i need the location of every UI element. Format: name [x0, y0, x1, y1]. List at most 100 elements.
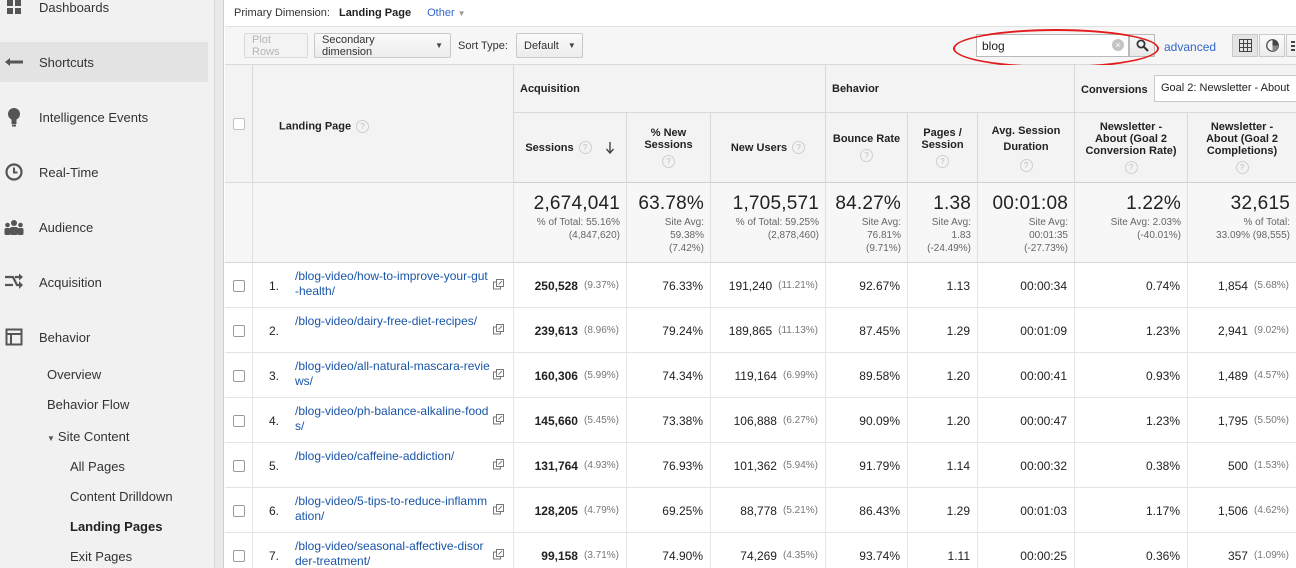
- sort-type-dropdown[interactable]: Default ▼: [516, 33, 583, 58]
- sidebar-item-shortcuts[interactable]: Shortcuts: [0, 42, 208, 82]
- table-row: 6. /blog-video/5-tips-to-reduce-inflammat…: [225, 488, 1296, 533]
- secondary-dimension-dropdown[interactable]: Secondary dimension ▼: [314, 33, 451, 58]
- sidebar-item-real-time[interactable]: Real-Time: [0, 152, 208, 192]
- new-users-header-label: New Users: [730, 141, 788, 154]
- sidebar-item-site-content[interactable]: ▼ Site Content: [47, 429, 129, 444]
- landing-page-link[interactable]: /blog-video/5-tips-to-reduce-inflammatio…: [295, 494, 488, 523]
- row-checkbox[interactable]: [232, 549, 245, 562]
- table-row: 3. /blog-video/all-natural-mascara-review…: [225, 353, 1296, 398]
- landing-page-column-header[interactable]: Landing Page?: [279, 120, 370, 133]
- help-icon[interactable]: ?: [1124, 161, 1138, 174]
- pages-session-cell: 1.13: [908, 263, 978, 308]
- landing-page-link[interactable]: /blog-video/ph-balance-alkaline-foods/: [295, 404, 489, 433]
- pie-view-button[interactable]: [1259, 34, 1285, 57]
- goal-completions-column-header[interactable]: Newsletter - About (Goal 2 Completions)?: [1188, 113, 1296, 183]
- pages-session-header-label: Pages / Session: [921, 127, 964, 151]
- sidebar-item-behavior-flow[interactable]: Behavior Flow: [47, 397, 130, 412]
- sidebar-item-acquisition[interactable]: Acquisition: [0, 262, 208, 302]
- external-link-icon[interactable]: [493, 369, 504, 380]
- sidebar-collapse-handle[interactable]: [215, 0, 224, 568]
- cell-value: 88,778: [740, 503, 777, 518]
- conversions-group-header: Conversions Goal 2: Newsletter - About: [1075, 65, 1296, 113]
- external-link-icon[interactable]: [493, 549, 504, 560]
- advanced-filter-link[interactable]: advanced: [1164, 40, 1217, 54]
- cell-value: 00:00:34: [1020, 278, 1067, 293]
- sidebar-item-dashboards[interactable]: Dashboards: [0, 0, 208, 27]
- landing-page-link[interactable]: /blog-video/dairy-free-diet-recipes/: [295, 314, 478, 328]
- help-icon[interactable]: ?: [1019, 159, 1033, 172]
- row-checkbox[interactable]: [232, 369, 245, 382]
- help-icon[interactable]: ?: [356, 120, 370, 133]
- sidebar-item-all-pages[interactable]: All Pages: [70, 459, 125, 474]
- row-checkbox[interactable]: [232, 324, 245, 337]
- conversion-rate-cell: 1.17%: [1075, 488, 1188, 533]
- row-rank: 4.: [269, 413, 280, 428]
- help-icon[interactable]: ?: [936, 155, 949, 168]
- avg-session-duration-column-header[interactable]: Avg. Session Duration?: [978, 113, 1075, 183]
- cell-value: 74.34%: [662, 368, 703, 383]
- external-link-icon[interactable]: [493, 279, 504, 290]
- help-icon[interactable]: ?: [1235, 161, 1249, 174]
- avg-duration-cell: 00:00:32: [978, 443, 1075, 488]
- completions-cell: 1,489 (4.57%): [1188, 353, 1296, 398]
- sessions-header-label: Sessions: [525, 141, 574, 154]
- goal-conversion-rate-column-header[interactable]: Newsletter - About (Goal 2 Conversion Ra…: [1075, 113, 1188, 183]
- external-link-icon[interactable]: [493, 414, 504, 425]
- cell-value: 87.45%: [859, 323, 900, 338]
- bounce-rate-cell: 86.43%: [826, 488, 908, 533]
- secondary-dimension-label: Secondary dimension: [322, 33, 375, 58]
- summary-detail: 76.81%: [867, 230, 901, 241]
- sidebar-item-overview[interactable]: Overview: [47, 367, 102, 382]
- landing-page-link[interactable]: /blog-video/all-natural-mascara-reviews/: [295, 359, 490, 388]
- help-icon[interactable]: ?: [792, 141, 806, 154]
- sidebar-item-landing-pages[interactable]: Landing Pages: [70, 519, 163, 534]
- bounce-rate-column-header[interactable]: Bounce Rate?: [826, 113, 908, 183]
- sidebar: Dashboards Shortcuts Intelligence Events…: [0, 0, 215, 568]
- performance-view-button[interactable]: [1286, 34, 1296, 57]
- cell-value: 1.23%: [1145, 323, 1180, 338]
- caret-down-icon: ▼: [567, 41, 576, 50]
- external-link-icon[interactable]: [493, 459, 504, 470]
- goal-select-dropdown[interactable]: Goal 2: Newsletter - About: [1154, 75, 1296, 102]
- external-link-icon[interactable]: [493, 324, 504, 335]
- landing-page-link[interactable]: /blog-video/seasonal-affective-disorder-…: [295, 539, 484, 568]
- row-checkbox[interactable]: [232, 414, 245, 427]
- sidebar-item-content-drilldown[interactable]: Content Drilldown: [70, 489, 173, 504]
- checkbox[interactable]: [232, 118, 245, 130]
- summary-detail: 1.83: [951, 230, 971, 241]
- sidebar-item-exit-pages[interactable]: Exit Pages: [70, 549, 133, 564]
- help-icon[interactable]: ?: [578, 141, 592, 154]
- plot-rows-button[interactable]: Plot Rows: [244, 33, 308, 58]
- sidebar-item-behavior[interactable]: Behavior: [0, 317, 208, 357]
- report-toolbar: Plot Rows Secondary dimension ▼ Sort Type…: [225, 27, 1296, 68]
- cell-value: 74,269: [740, 548, 777, 563]
- landing-page-link[interactable]: /blog-video/caffeine-addiction/: [295, 449, 455, 463]
- other-dimension-link[interactable]: Other ▼: [427, 7, 465, 19]
- cell-value: 89.58%: [859, 368, 900, 383]
- cell-percent: (9.37%): [583, 280, 619, 291]
- new-sessions-column-header[interactable]: % New Sessions?: [627, 113, 711, 183]
- new-users-column-header[interactable]: New Users?: [711, 113, 826, 183]
- landing-page-link[interactable]: /blog-video/how-to-improve-your-gut-heal…: [295, 269, 488, 298]
- table-view-button[interactable]: [1232, 34, 1258, 57]
- external-link-icon[interactable]: [493, 504, 504, 515]
- row-checkbox[interactable]: [232, 504, 245, 517]
- cell-value: 1.20: [946, 368, 970, 383]
- sidebar-item-audience[interactable]: Audience: [0, 207, 208, 247]
- summary-detail: (4,847,620): [568, 230, 620, 241]
- help-icon[interactable]: ?: [662, 155, 675, 168]
- primary-dimension-value[interactable]: Landing Page: [338, 7, 412, 19]
- select-all-checkbox[interactable]: [225, 65, 253, 183]
- row-checkbox-cell: [225, 533, 253, 568]
- sidebar-item-intelligence-events[interactable]: Intelligence Events: [0, 97, 208, 137]
- sessions-column-header[interactable]: Sessions?: [514, 113, 627, 183]
- pages-session-column-header[interactable]: Pages / Session?: [908, 113, 978, 183]
- cell-value: 1.20: [946, 413, 970, 428]
- primary-dimension-bar: Primary Dimension: Landing Page Other ▼: [225, 0, 1296, 27]
- help-icon[interactable]: ?: [860, 149, 873, 162]
- conversion-rate-cell: 0.38%: [1075, 443, 1188, 488]
- row-checkbox[interactable]: [232, 279, 245, 292]
- row-checkbox[interactable]: [232, 459, 245, 472]
- cell-percent: (5.68%): [1253, 280, 1289, 291]
- pages-session-cell: 1.14: [908, 443, 978, 488]
